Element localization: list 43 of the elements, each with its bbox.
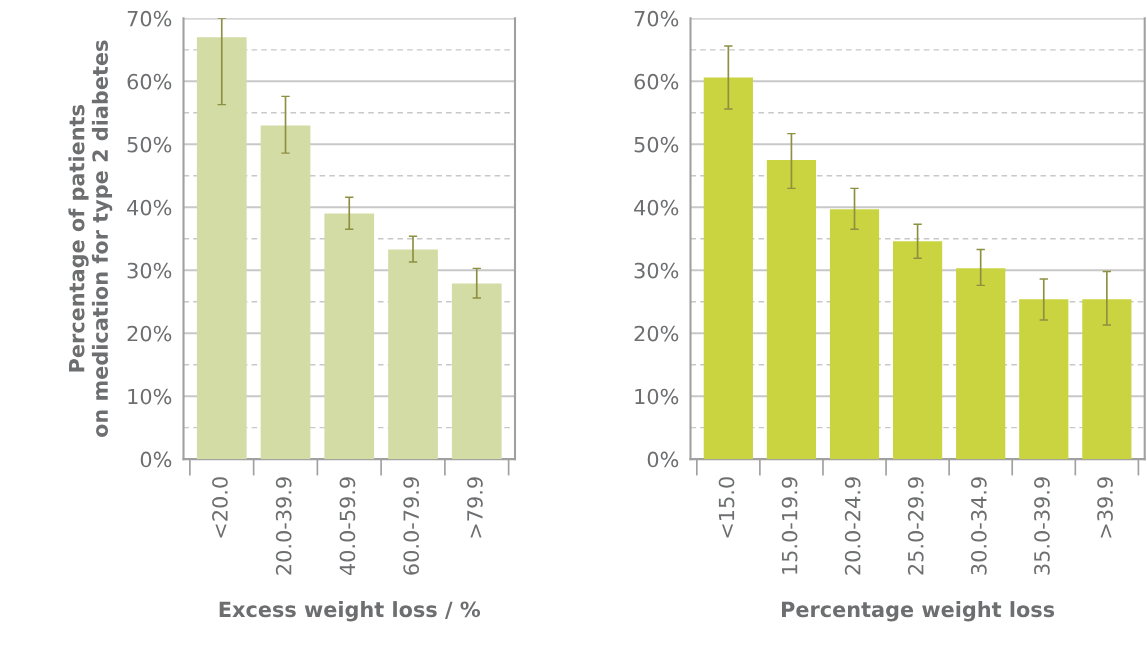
bar	[196, 37, 247, 460]
bar	[893, 241, 943, 460]
bar	[451, 283, 502, 460]
x-axis-title: Percentage weight loss	[782, 601, 1055, 622]
x-tick-label: 30.0-34.9	[970, 477, 987, 575]
y-tick-label: 20%	[127, 325, 172, 342]
x-tick-label: 20.0-24.9	[844, 477, 861, 575]
x-tick-label: <15.0	[718, 477, 735, 538]
y-tick-label: 70%	[634, 10, 679, 27]
y-tick-label: 10%	[128, 388, 172, 405]
bar	[1019, 299, 1069, 460]
bar	[956, 268, 1006, 460]
bar	[260, 125, 311, 460]
y-tick-label: 50%	[127, 136, 172, 153]
bar	[703, 77, 753, 460]
y-tick-label: 30%	[634, 262, 679, 279]
y-tick-label: 0%	[140, 451, 172, 468]
x-tick-label: >79.9	[467, 477, 483, 538]
y-tick-label: 70%	[127, 10, 172, 27]
x-tick-label: 40.0-59.9	[339, 477, 356, 576]
y-tick-label: 60%	[127, 73, 172, 90]
bar	[829, 209, 880, 460]
y-tick-label: 0%	[647, 451, 679, 468]
y-tick-label: 60%	[634, 73, 679, 90]
y-tick-label: 10%	[635, 388, 679, 405]
bar	[766, 160, 817, 460]
x-tick-label: 20.0-39.9	[275, 477, 292, 575]
x-tick-label: <20.0	[212, 477, 228, 538]
x-axis-title: Excess weight loss / %	[219, 601, 481, 622]
bar	[1082, 299, 1132, 460]
x-tick-label: >39.9	[1097, 477, 1113, 538]
x-tick-label: 15.0-19.9	[781, 477, 798, 574]
x-tick-label: 35.0-39.9	[1034, 477, 1050, 575]
y-tick-label: 20%	[634, 325, 679, 342]
y-axis-title: Percentage of patients on medication for type 2 diabetes	[68, 40, 113, 438]
y-tick-label: 40%	[634, 199, 679, 216]
bar	[324, 213, 375, 460]
y-tick-label: 40%	[127, 199, 172, 216]
x-tick-label: 60.0-79.9	[403, 477, 420, 575]
bar	[388, 249, 438, 460]
x-tick-label: 25.0-29.9	[907, 477, 924, 575]
y-tick-label: 50%	[634, 136, 679, 153]
y-tick-label: 30%	[127, 262, 172, 279]
